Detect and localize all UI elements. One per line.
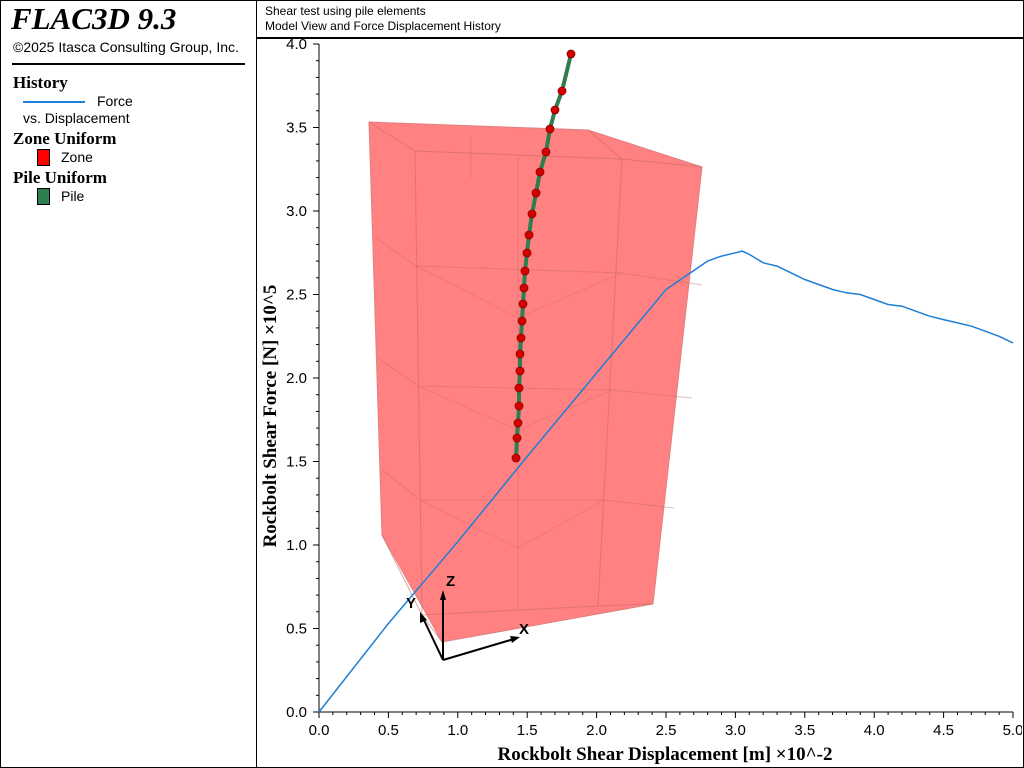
pile-segment [514,53,573,459]
pile-node [545,124,555,134]
header-line-2: Model View and Force Displacement Histor… [265,19,501,33]
x-tick-label: 1.5 [517,722,538,739]
legend-pile-heading: Pile Uniform [13,168,107,187]
triad-y-arrowhead [420,612,427,623]
y-tick-label: 0.5 [286,621,307,638]
x-tick-label: 2.5 [656,722,677,739]
x-tick-label: 0.5 [378,722,399,739]
pile-node [531,188,541,198]
y-axis-ticks: 0.0 0.5 1.0 1.5 2.0 2.5 3.0 3.5 4.0 [286,38,319,721]
y-tick-label: 2.5 [286,287,307,304]
pile-node [516,333,526,343]
view-header: Shear test using pile elements Model Vie… [257,1,1023,39]
zone-grid-line [414,150,423,616]
zone-grid-line [381,534,654,616]
pile-node [511,453,521,463]
x-tick-label: 4.0 [864,722,885,739]
x-tick-label: 4.5 [933,722,954,739]
y-tick-label: 1.5 [286,454,307,471]
zone-grid-line [597,158,623,607]
y-tick-label: 2.0 [286,370,307,387]
axis-triad: Z X Y [406,573,529,661]
legend-history-label-2: vs. Displacement [23,110,130,126]
legend-panel: FLAC3D 9.3 ©2025 Itasca Consulting Group… [1,1,257,767]
legend-zone-heading: Zone Uniform [13,129,117,148]
legend-zone-label: Zone [61,149,93,165]
pile-node [527,209,537,219]
legend-zone-swatch [37,149,50,166]
zone-grid-line [368,121,416,152]
legend-divider [12,63,245,65]
legend-pile-label: Pile [61,188,85,204]
pile-node [524,230,534,240]
x-tick-label: 3.5 [794,722,815,739]
pile-node [514,383,524,393]
x-axis-ticks: 0.0 0.5 1.0 1.5 2.0 2.5 3.0 3.5 4.0 4.5 5.0 [309,712,1022,739]
pile-node [515,366,525,376]
pile-element [511,49,576,463]
y-tick-label: 1.0 [286,537,307,554]
y-tick-label: 3.5 [286,120,307,137]
model-and-history-plot: 0.0 0.5 1.0 1.5 2.0 2.5 3.0 3.5 4.0 4.5 5.0 0.0 0.5… [260,38,1022,765]
triad-z-label: Z [446,573,455,590]
pile-node [535,167,545,177]
pile-node [550,105,560,115]
pile-node [515,349,525,359]
pile-node [557,86,567,96]
copyright: ©2025 Itasca Consulting Group, Inc. [13,39,239,55]
header-line-1: Shear test using pile elements [265,4,426,18]
series-layer [318,250,1014,713]
x-tick-label: 3.0 [725,722,746,739]
app-title: FLAC3D 9.3 [11,1,177,36]
pile-node [517,316,527,326]
pile-node [512,433,522,443]
x-tick-label: 2.0 [586,722,607,739]
legend-history-line-sample [23,101,85,103]
legend-history-heading: History [13,73,68,92]
pile-node [513,418,523,428]
y-tick-label: 0.0 [286,704,307,721]
triad-y-axis [422,617,444,661]
triad-z-arrowhead [440,590,446,600]
x-tick-label: 5.0 [1003,722,1022,739]
zone-grid-line [419,499,605,549]
pile-node [519,283,529,293]
legend-pile-swatch [37,188,50,205]
x-tick-label: 0.0 [309,722,330,739]
zone-grid-line [379,467,675,509]
y-tick-label: 3.0 [286,203,307,220]
zone-grid-line [375,237,703,286]
pile-node [522,248,532,258]
x-axis-label: Rockbolt Shear Displacement [m] ×10^-2 [498,744,833,765]
triad-x-label: X [519,621,529,638]
pile-node [518,299,528,309]
legend-history-label-1: Force [97,93,133,109]
triad-y-label: Y [406,595,416,612]
y-tick-label: 4.0 [286,38,307,53]
series-line-force-displacement [318,250,1014,713]
y-axis-label: Rockbolt Shear Force [N] ×10^5 [260,285,281,548]
pile-node [566,49,576,59]
triad-x-arrowhead [510,636,520,643]
pile-node [520,266,530,276]
zone-block [368,121,703,643]
pile-node [514,401,524,411]
zone-grid-line [415,265,623,319]
triad-x-axis [442,638,515,661]
x-tick-label: 1.0 [447,722,468,739]
zone-grid-line [587,129,623,160]
pile-node [541,147,551,157]
